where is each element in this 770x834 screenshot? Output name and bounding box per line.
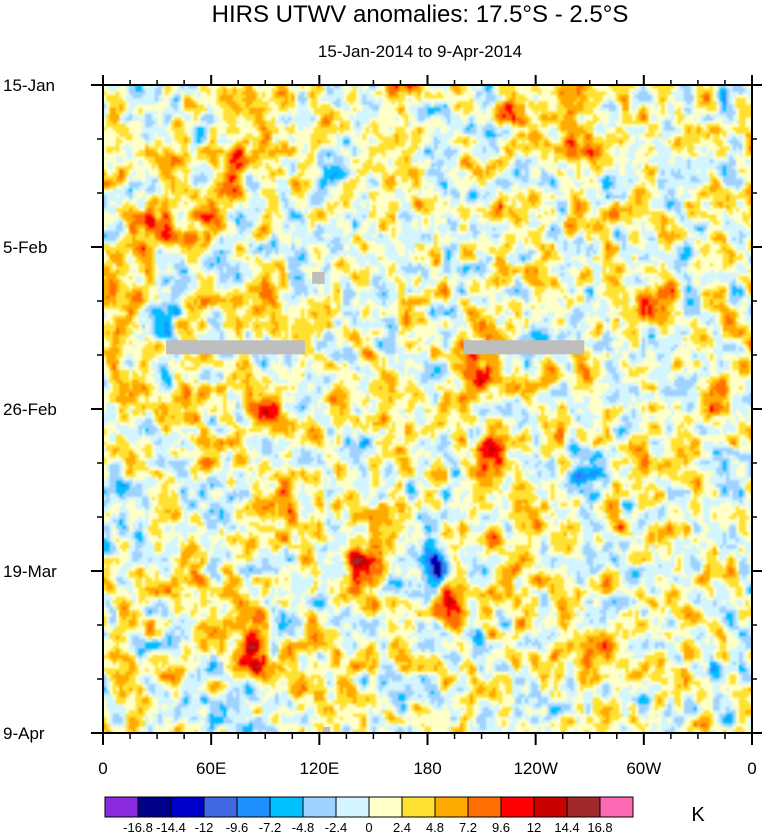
x-tick-label: 60E [196,759,226,778]
y-tick-label: 19-Mar [3,562,57,581]
missing-data-segment [312,271,325,284]
colorbar-unit-label: K [691,804,705,826]
x-tick-label: 180 [413,759,441,778]
colorbar-swatch [203,796,238,818]
colorbar-label: 9.6 [492,820,510,834]
colorbar-label: 2.4 [393,820,411,834]
colorbar-label: 14.4 [554,820,579,834]
chart-title: HIRS UTWV anomalies: 17.5°S - 2.5°S [212,1,629,28]
colorbar-swatch [500,796,535,818]
colorbar: -16.8 -14.4 -12 -9.6 -7.2 -4.8 -2.4 0 2.4 4.8 7.2 9… [104,796,634,834]
y-tick-label: 15-Jan [3,76,55,95]
colorbar-label: 12 [527,820,541,834]
y-axis: 15-Jan 5-Feb 26-Feb 19-Mar 9-Apr [3,76,762,743]
colorbar-swatch [104,796,139,818]
plot-area [102,84,753,734]
colorbar-label: -14.4 [156,820,186,834]
colorbar-label: 4.8 [426,820,444,834]
colorbar-swatch [137,796,172,818]
y-tick-label: 9-Apr [3,724,45,743]
colorbar-swatch [269,796,304,818]
missing-data-segment [322,727,331,733]
y-tick-label: 5-Feb [3,238,47,257]
colorbar-label: 16.8 [587,820,612,834]
colorbar-label: -12 [195,820,214,834]
colorbar-swatch [302,796,337,818]
colorbar-swatch [434,796,469,818]
x-tick-label: 120W [513,759,557,778]
missing-data-segment [463,340,585,355]
colorbar-swatch [566,796,601,818]
colorbar-swatch [170,796,205,818]
colorbar-swatch [236,796,271,818]
x-tick-label: 0 [98,759,107,778]
colorbar-label: -9.6 [226,820,248,834]
x-tick-label: 120E [299,759,339,778]
colorbar-swatch [467,796,502,818]
missing-data-layer [166,271,585,733]
colorbar-swatch [599,796,634,818]
colorbar-label: 7.2 [459,820,477,834]
x-tick-label: 60W [626,759,661,778]
colorbar-label: -16.8 [123,820,153,834]
colorbar-swatch [533,796,568,818]
x-tick-label: 0 [747,759,756,778]
colorbar-swatch [401,796,436,818]
chart-subtitle: 15-Jan-2014 to 9-Apr-2014 [318,42,522,61]
colorbar-swatch [335,796,370,818]
colorbar-label: -2.4 [325,820,347,834]
colorbar-label: -4.8 [292,820,314,834]
x-axis: 0 60E 120E 180 120W 60W 0 [98,75,757,778]
anomaly-field [103,85,752,733]
colorbar-label: -7.2 [259,820,281,834]
missing-data-segment [166,340,305,355]
colorbar-swatch [368,796,403,818]
colorbar-label: 0 [365,820,372,834]
y-tick-label: 26-Feb [3,400,57,419]
